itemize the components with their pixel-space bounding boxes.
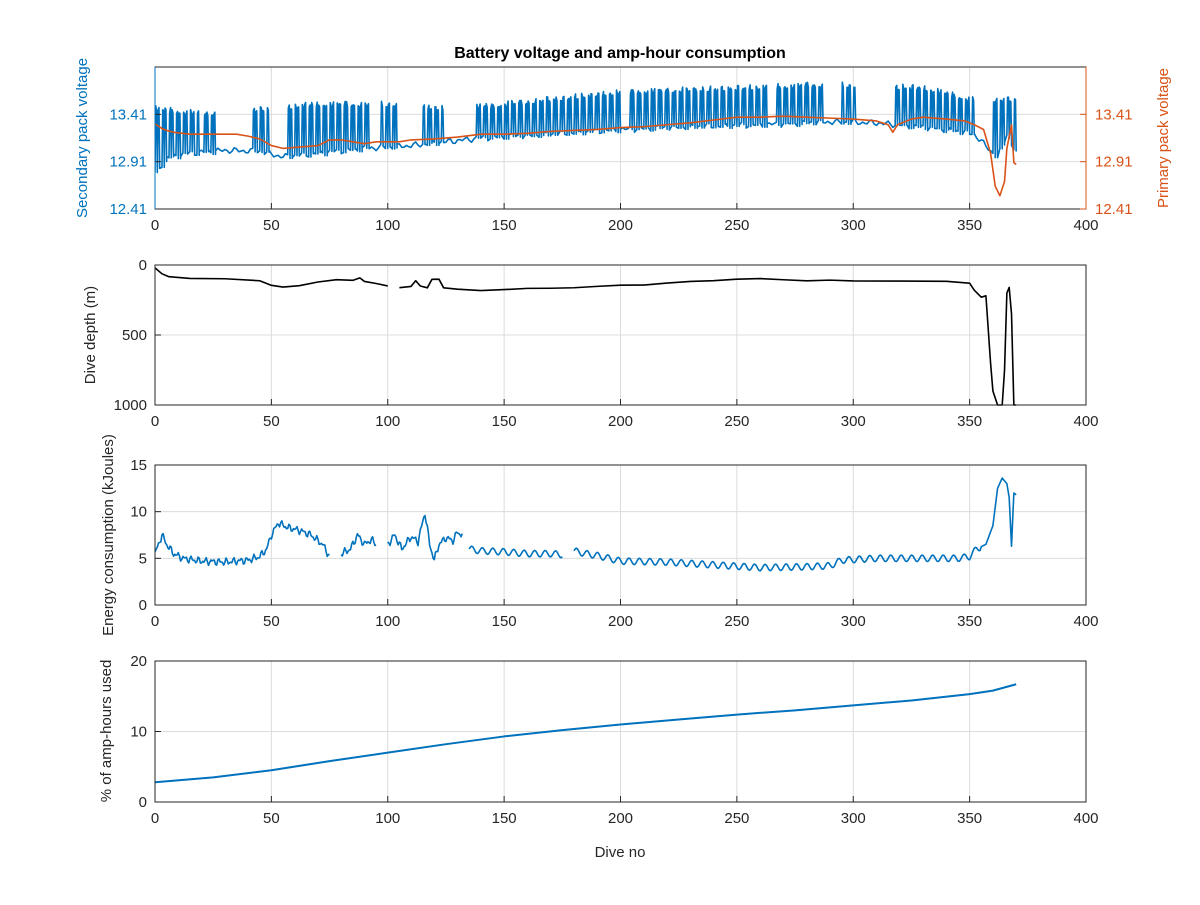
x-tick-label: 50 bbox=[263, 217, 280, 234]
series-line-0 bbox=[573, 477, 1017, 572]
panel-3: 0 50 100 150 200 250 300 350 400 0 10 20 bbox=[130, 653, 1098, 827]
x-tick-label: 300 bbox=[841, 413, 866, 430]
x-tick-label: 150 bbox=[492, 217, 517, 234]
y-tick-label: 10 bbox=[130, 504, 147, 521]
x-tick-label: 50 bbox=[263, 613, 280, 630]
axis-ylabel-energy: Energy consumption (kJoules) bbox=[100, 434, 117, 636]
x-tick-label: 350 bbox=[957, 217, 982, 234]
x-tick-label: 300 bbox=[841, 810, 866, 827]
x-tick-label: 300 bbox=[841, 217, 866, 234]
axis-ylabel-primary-voltage: Primary pack voltage bbox=[1155, 68, 1172, 208]
x-tick-label: 0 bbox=[151, 613, 159, 630]
x-tick-label: 250 bbox=[724, 613, 749, 630]
x-tick-label: 200 bbox=[608, 217, 633, 234]
series-line-0 bbox=[155, 683, 1017, 784]
y-tick-label: 1000 bbox=[114, 397, 147, 414]
x-tick-label: 350 bbox=[957, 810, 982, 827]
y-tick-label: 5 bbox=[139, 550, 147, 567]
series-group bbox=[155, 683, 1017, 784]
chart-title: Battery voltage and amp-hour consumption bbox=[454, 45, 786, 62]
x-tick-label: 150 bbox=[492, 613, 517, 630]
y-tick-label: 15 bbox=[130, 457, 147, 474]
x-tick-label: 100 bbox=[375, 613, 400, 630]
x-tick-label: 200 bbox=[608, 810, 633, 827]
x-tick-label: 0 bbox=[151, 217, 159, 234]
x-tick-label: 0 bbox=[151, 810, 159, 827]
y-tick-label: 500 bbox=[122, 327, 147, 344]
x-tick-label: 400 bbox=[1073, 413, 1098, 430]
x-tick-label: 400 bbox=[1073, 613, 1098, 630]
series-line-0 bbox=[155, 519, 330, 567]
x-tick-label: 250 bbox=[724, 413, 749, 430]
y-tick-label: 20 bbox=[130, 653, 147, 670]
x-tick-label: 250 bbox=[724, 810, 749, 827]
axis-ylabel-amp-hours: % of amp-hours used bbox=[98, 660, 115, 803]
series-line-0 bbox=[155, 267, 388, 288]
x-tick-label: 50 bbox=[263, 413, 280, 430]
x-tick-label: 200 bbox=[608, 613, 633, 630]
x-tick-label: 100 bbox=[375, 413, 400, 430]
series-line-0 bbox=[340, 532, 377, 557]
x-tick-label: 300 bbox=[841, 613, 866, 630]
series-line-1 bbox=[155, 115, 1017, 197]
x-tick-label: 100 bbox=[375, 810, 400, 827]
x-tick-label: 100 bbox=[375, 217, 400, 234]
x-tick-label: 250 bbox=[724, 217, 749, 234]
axis-ylabel-secondary-voltage: Secondary pack voltage bbox=[74, 58, 91, 218]
y-tick-label: 10 bbox=[130, 724, 147, 741]
x-tick-label: 150 bbox=[492, 810, 517, 827]
axis-xlabel-dive-no: Dive no bbox=[595, 844, 646, 861]
x-tick-label: 400 bbox=[1073, 810, 1098, 827]
y-tick-label-right: 12.91 bbox=[1095, 154, 1133, 171]
x-tick-label: 200 bbox=[608, 413, 633, 430]
y-tick-label: 0 bbox=[139, 257, 147, 274]
y-tick-label: 12.91 bbox=[109, 154, 147, 171]
x-tick-label: 50 bbox=[263, 810, 280, 827]
panel-2: 0 50 100 150 200 250 300 350 400 0 5 10 15 bbox=[130, 457, 1098, 630]
axis-ylabel-dive-depth: Dive depth (m) bbox=[82, 286, 99, 384]
x-tick-label: 400 bbox=[1073, 217, 1098, 234]
series-line-0 bbox=[387, 514, 463, 561]
series-group bbox=[155, 477, 1017, 572]
y-tick-label: 12.41 bbox=[109, 201, 147, 218]
y-tick-label: 13.41 bbox=[109, 106, 147, 123]
panel-0: 0 50 100 150 200 250 300 350 40012.4112.9113.411… bbox=[109, 66, 1133, 234]
series-line-0 bbox=[468, 545, 563, 559]
x-tick-label: 350 bbox=[957, 613, 982, 630]
series-group bbox=[155, 81, 1017, 197]
x-tick-label: 350 bbox=[957, 413, 982, 430]
y-tick-label: 0 bbox=[139, 794, 147, 811]
panel-1: 0 50 100 150 200 250 300 350 400 0 500 1000 bbox=[114, 257, 1099, 430]
x-tick-label: 0 bbox=[151, 413, 159, 430]
y-tick-label-right: 12.41 bbox=[1095, 201, 1133, 218]
y-tick-label-right: 13.41 bbox=[1095, 106, 1133, 123]
x-tick-label: 150 bbox=[492, 413, 517, 430]
y-tick-label: 0 bbox=[139, 597, 147, 614]
